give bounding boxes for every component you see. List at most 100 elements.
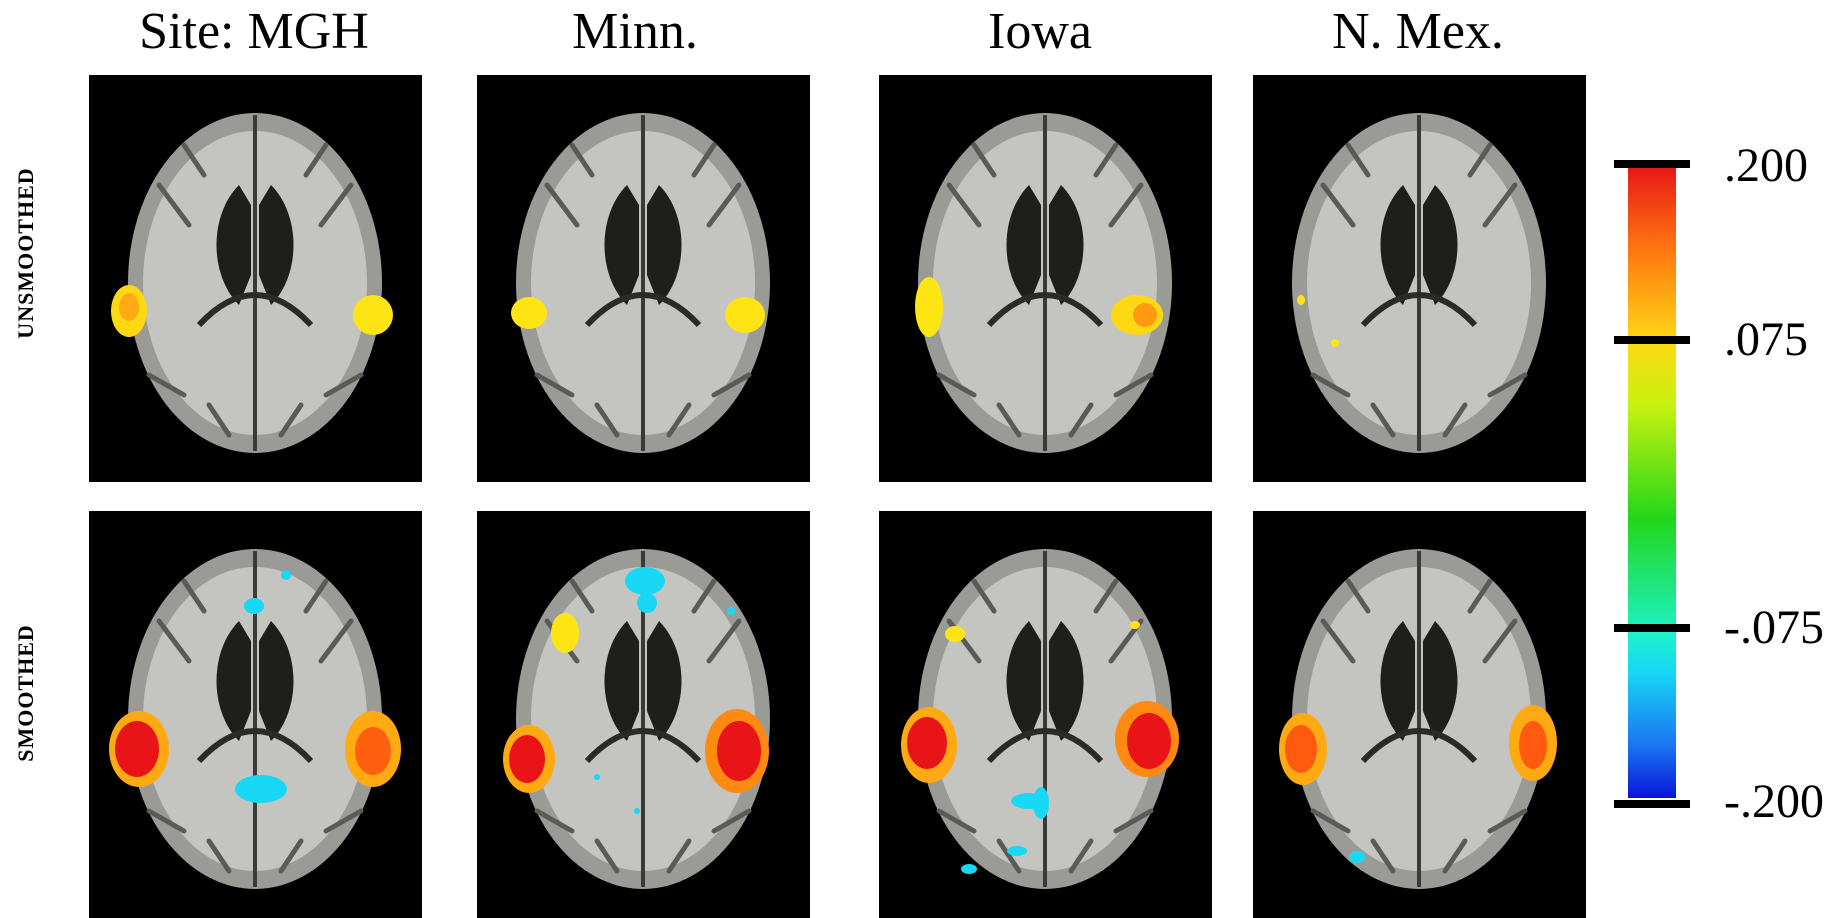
activation-blob [119,293,139,321]
ventricle-left [1380,621,1415,741]
activation-blob [115,721,159,777]
sulcus [1345,142,1371,178]
sulcus [711,808,752,834]
ventricle-right [1049,185,1084,305]
activation-blob [625,567,665,595]
sulcus [971,578,997,614]
brain-slice-panel [89,75,422,482]
brain-slice-panel [477,511,810,918]
posterior-arc [196,292,314,328]
brain-slice-image [1279,549,1557,889]
sulcus [303,142,329,178]
sulcus [569,142,595,178]
activation-blob [961,864,977,874]
column-title-minn: Minn. [572,3,698,60]
sulcus [691,142,717,178]
posterior-arc [986,292,1104,328]
activation-blob [907,717,947,769]
brain-slice-image [109,549,401,889]
sulcus [156,182,192,228]
ventricle-right [1423,621,1458,741]
activation-blob [727,607,735,615]
activation-blob [1033,787,1049,819]
activation-blob [725,297,765,333]
ventricle-left [1380,185,1415,305]
activation-blob [915,277,943,337]
brain-slice-panel [879,511,1212,918]
brain-slice-image [111,113,393,453]
sulcus [1442,838,1468,874]
sulcus [1320,182,1356,228]
column-title-iowa: Iowa [988,3,1092,60]
brain-slice-panel [879,75,1212,482]
sulcus [1068,402,1094,438]
ventricle-left [216,185,251,305]
activation-blob [281,570,291,580]
ventricle-right [259,621,294,741]
activation-blob [1349,851,1365,863]
sulcus [1467,578,1493,614]
sulcus [323,808,364,834]
sulcus [206,402,232,438]
sulcus [971,142,997,178]
activation-blob [511,297,547,329]
column-title-mgh: Site: MGH [139,3,369,60]
ventricle-right [1049,621,1084,741]
colorbar-label-neg200: -.200 [1724,775,1824,828]
sulcus [1108,182,1144,228]
sulcus [711,372,752,398]
sulcus [1442,402,1468,438]
brain-slice-panel [477,75,810,482]
sulcus [1482,182,1518,228]
sulcus [691,578,717,614]
sulcus [544,182,580,228]
sulcus [706,618,742,664]
activation-blob [945,626,965,642]
sulcus [1093,578,1119,614]
sulcus [146,808,187,834]
posterior-arc [584,292,702,328]
sulcus [534,808,575,834]
activation-blob [1519,721,1547,769]
sulcus [946,182,982,228]
posterior-arc [584,728,702,764]
activation-blob [1285,725,1317,773]
activation-blob [353,295,393,335]
ventricle-left [1006,621,1041,741]
sulcus [666,402,692,438]
sulcus [1370,838,1396,874]
sulcus [1482,618,1518,664]
activation-blob [1127,713,1171,769]
colorbar-tick-075 [1614,336,1690,344]
sulcus [146,372,187,398]
activation-blob [244,598,264,614]
column-title-nmex: N. Mex. [1332,3,1504,60]
sulcus [181,142,207,178]
ventricle-left [1006,185,1041,305]
posterior-arc [986,728,1104,764]
sulcus [1113,808,1154,834]
colorbar-gradient [1628,164,1676,798]
ventricle-right [259,185,294,305]
sulcus [1093,142,1119,178]
colorbar-label-075: .075 [1724,313,1808,366]
sulcus [206,838,232,874]
ventricle-right [647,621,682,741]
sulcus [318,618,354,664]
sulcus [936,808,977,834]
sulcus [1310,372,1351,398]
sulcus [1310,808,1351,834]
activation-blob [637,593,657,613]
colorbar-tick-neg200 [1614,800,1690,808]
activation-blob [1133,303,1157,327]
sulcus [936,372,977,398]
colorbar-tick-neg075 [1614,624,1690,632]
sulcus [1487,808,1528,834]
sulcus [156,618,192,664]
activation-blob [551,613,579,653]
brain-slice-image [503,549,770,889]
ventricle-left [604,621,639,741]
colorbar-label-200: .200 [1724,139,1808,192]
brain-slice-panel [1253,511,1586,918]
activation-blob [1007,846,1027,856]
